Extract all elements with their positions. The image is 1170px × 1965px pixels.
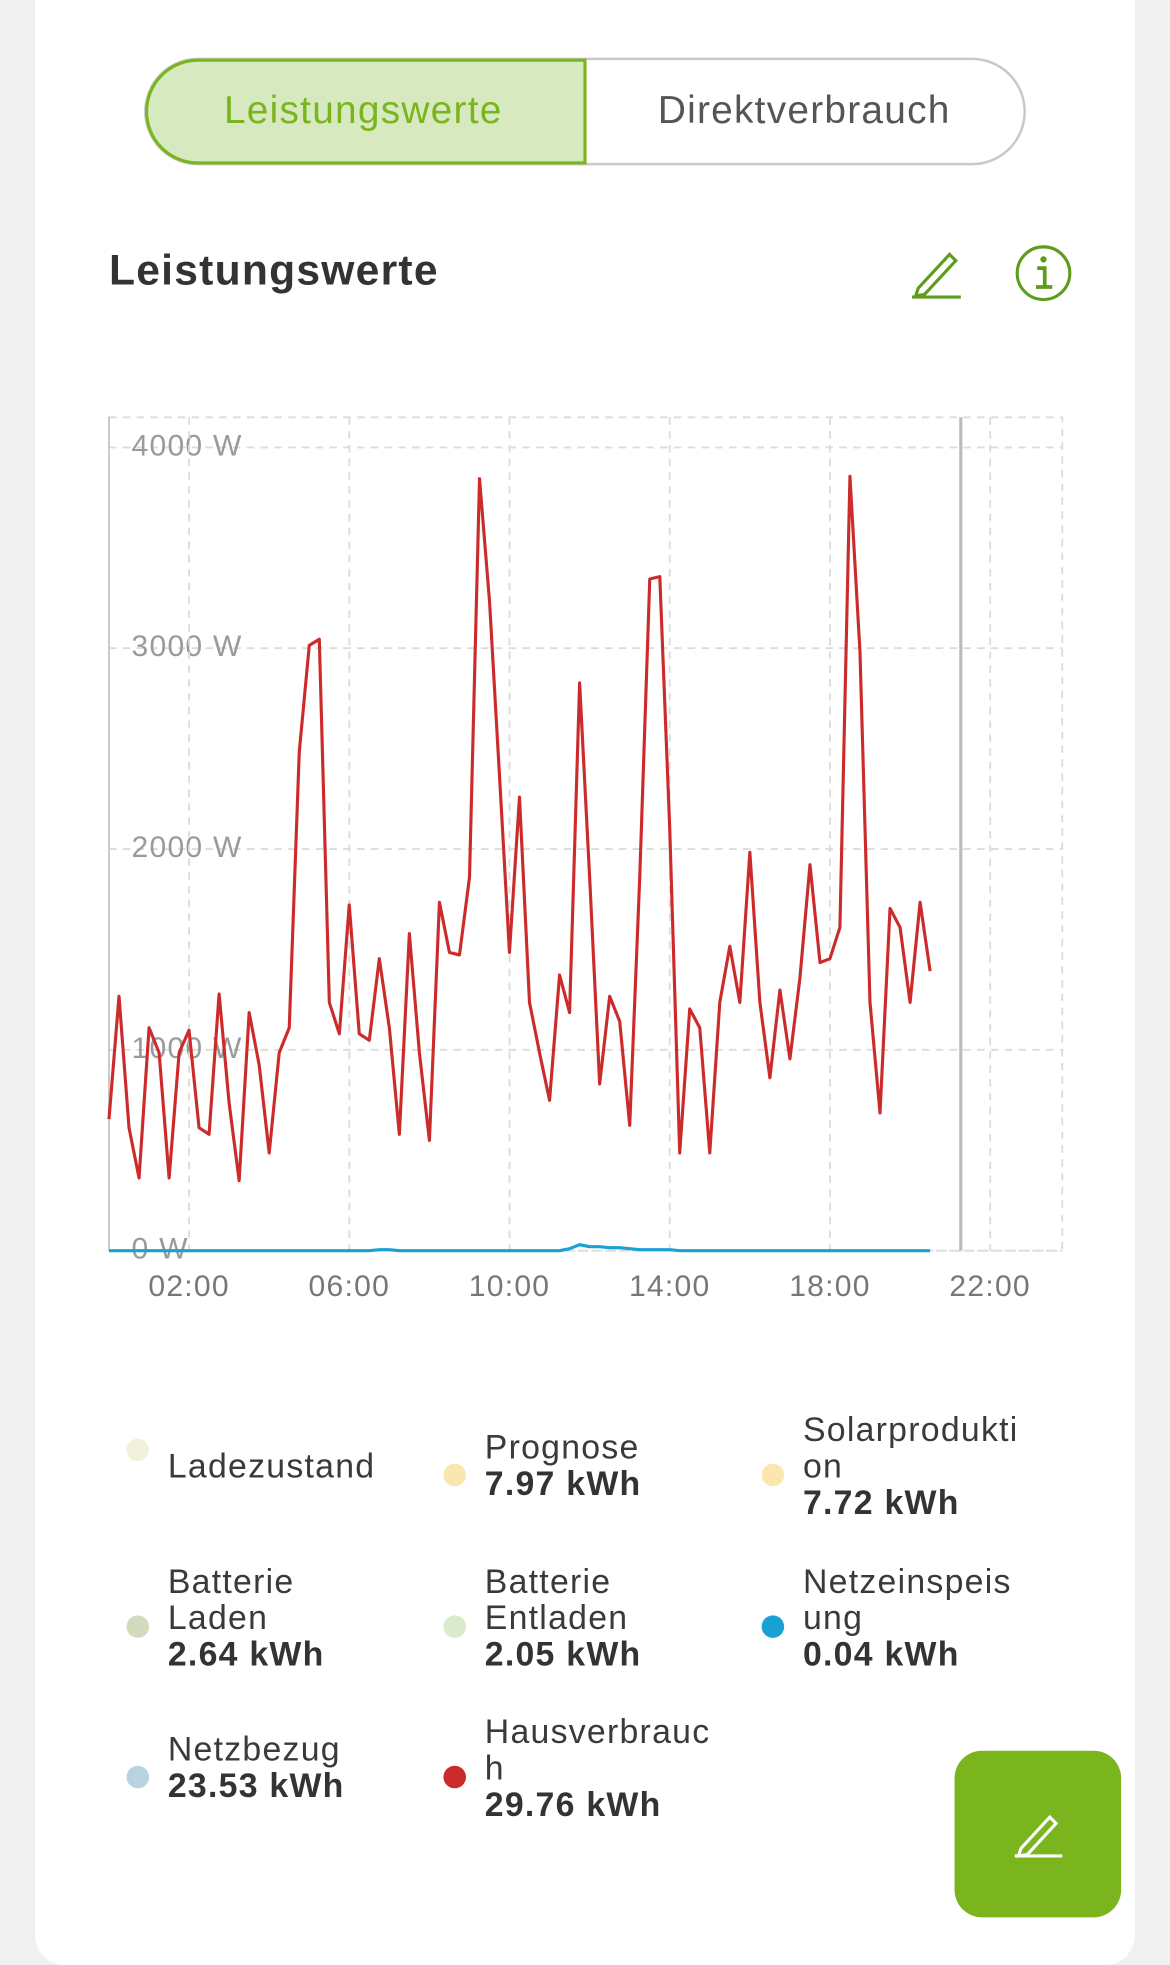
- legend-icon: [761, 1463, 785, 1487]
- legend-label: Solarproduktion: [802, 1410, 1019, 1485]
- legend-icon: [126, 1438, 150, 1462]
- legend-icon: [443, 1463, 466, 1487]
- legend-text: Netzbezug 23.53 kWh: [168, 1674, 396, 1862]
- legend-label: Batterie Laden: [167, 1562, 295, 1637]
- legend-icon: [443, 1615, 466, 1638]
- fab-icon: [1014, 1814, 1063, 1858]
- y-tick-label: 2000 W: [132, 831, 243, 864]
- tab[interactable]: Leistungswerte: [224, 89, 503, 132]
- legend-total: 7.72 kWh: [802, 1483, 960, 1521]
- legend-label: Netzbezug: [167, 1730, 341, 1769]
- legend-text: Ladezustand: [168, 1372, 396, 1560]
- legend-total: 23.53 kWh: [167, 1766, 345, 1805]
- legend-text: Hausverbrauch 29.76 kWh: [485, 1674, 713, 1862]
- legend-text: Prognose 7.97 kWh: [485, 1372, 713, 1560]
- x-tick-label: 22:00: [949, 1270, 1030, 1303]
- x-tick-label: 02:00: [148, 1270, 229, 1303]
- tab-active[interactable]: [144, 58, 587, 165]
- card-title: Leistungswerte: [109, 246, 439, 294]
- legend-total: 2.64 kWh: [167, 1634, 325, 1673]
- tab[interactable]: Direktverbrauch: [658, 89, 951, 132]
- series-line: [108, 1243, 931, 1253]
- legend-icon: [126, 1765, 150, 1789]
- legend-label: Ladezustand: [167, 1446, 376, 1485]
- legend-text: Batterie Entladen 2.05 kWh: [485, 1524, 713, 1712]
- legend-icon: [761, 1615, 785, 1638]
- legend-icon: [126, 1615, 150, 1638]
- x-tick-label: 06:00: [309, 1270, 390, 1303]
- edit-icon[interactable]: [911, 252, 961, 299]
- card: [35, 0, 1135, 1965]
- y-tick-label: 4000 W: [132, 429, 243, 462]
- legend-label: Netzeinspeisung: [802, 1562, 1012, 1637]
- legend-item: Ladezustand: [168, 1372, 396, 1560]
- legend-total: 29.76 kWh: [484, 1785, 662, 1823]
- legend-total: 7.97 kWh: [484, 1464, 642, 1503]
- x-tick-label: 14:00: [629, 1270, 710, 1303]
- legend-text: Solarproduktion 7.72 kWh: [803, 1372, 1031, 1560]
- legend-total: 0.04 kWh: [802, 1634, 960, 1673]
- y-tick-label: 3000 W: [132, 630, 243, 663]
- x-tick-label: 18:00: [789, 1270, 870, 1303]
- legend-label: Prognose: [484, 1428, 640, 1467]
- legend-label: Hausverbrauch: [484, 1712, 711, 1787]
- legend-text: Batterie Laden 2.64 kWh: [168, 1524, 396, 1712]
- series-line: [107, 474, 932, 1183]
- legend-total: 2.05 kWh: [484, 1634, 642, 1673]
- info-icon[interactable]: [1015, 245, 1072, 302]
- fab[interactable]: [954, 1750, 1122, 1918]
- legend-label: Batterie Entladen: [484, 1562, 629, 1637]
- x-tick-label: 10:00: [469, 1270, 550, 1303]
- legend-icon: [443, 1765, 466, 1789]
- legend-text: Netzeinspeisung 0.04 kWh: [803, 1524, 1031, 1712]
